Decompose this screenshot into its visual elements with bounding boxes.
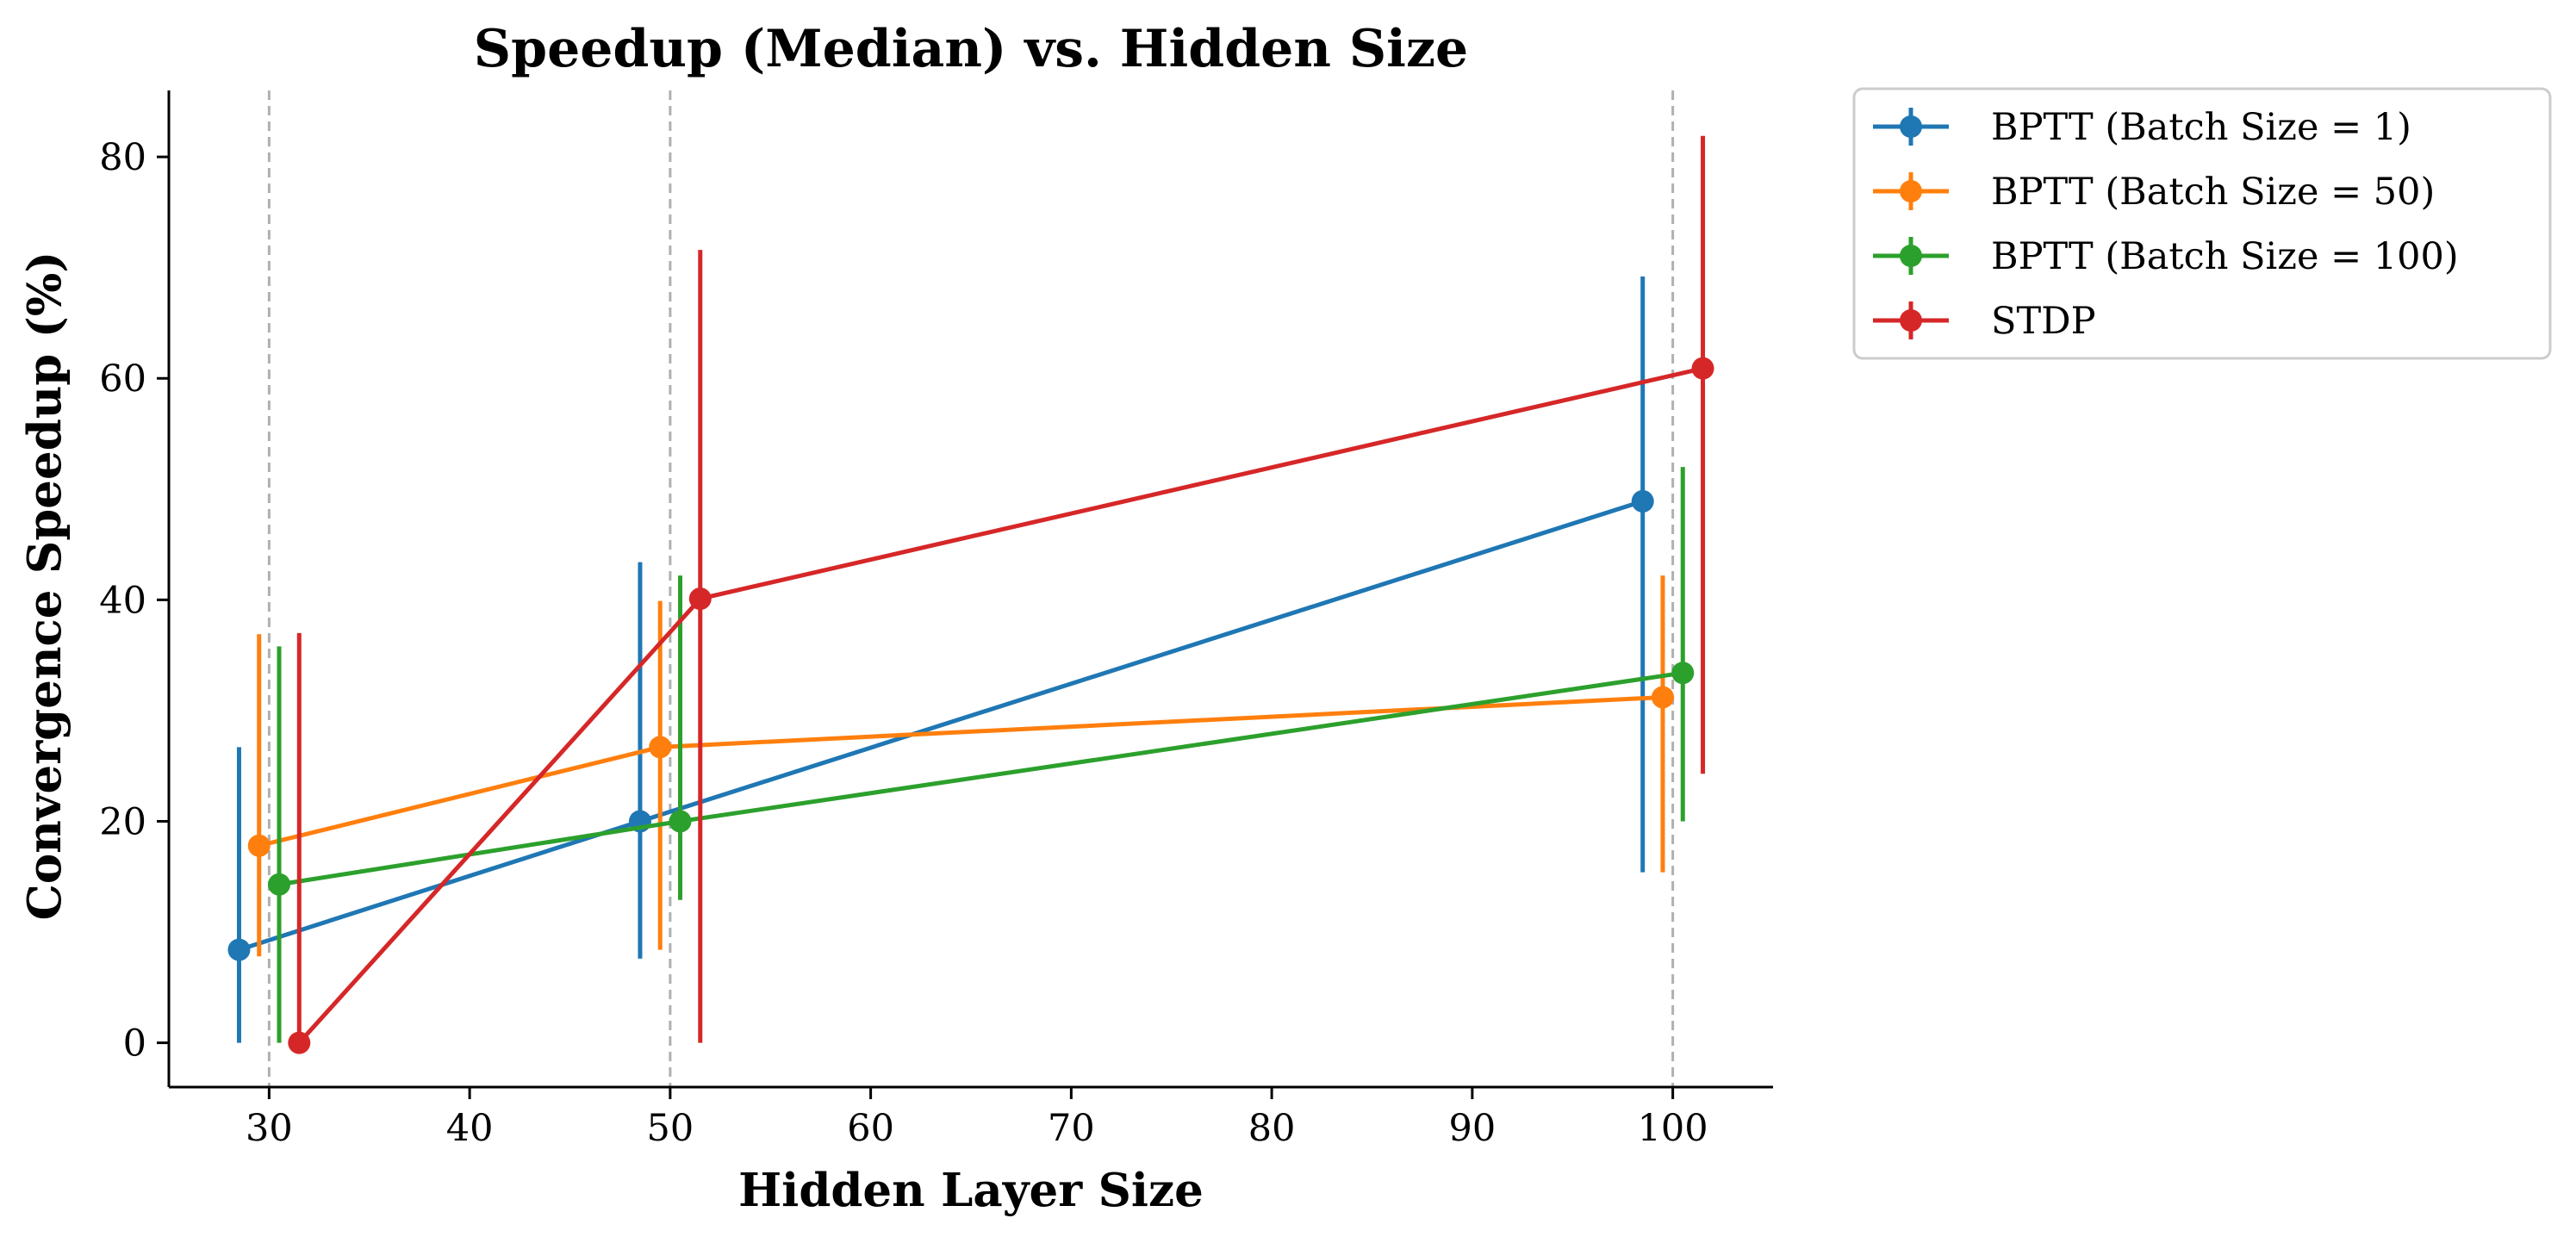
y-tick-label: 20 (99, 800, 146, 843)
legend-label: BPTT (Batch Size = 1) (1991, 106, 2411, 149)
y-tick-label: 40 (99, 579, 146, 622)
series-3 (268, 467, 1695, 1043)
series-4 (288, 135, 1714, 1054)
x-tick-label: 40 (446, 1107, 494, 1150)
y-tick-label: 60 (99, 357, 146, 401)
data-point (288, 1031, 311, 1054)
legend-marker (1900, 245, 1922, 267)
data-point (227, 938, 251, 961)
chart-title: Speedup (Median) vs. Hidden Size (474, 19, 1468, 79)
y-axis-label: Convergence Speedup (%) (18, 252, 72, 921)
legend-box (1852, 87, 2552, 360)
series-1 (227, 276, 1654, 1043)
legend: BPTT (Batch Size = 1) BPTT (Batch Size = … (1852, 87, 2552, 360)
y-tick-label: 0 (123, 1022, 146, 1066)
data-point (1651, 686, 1674, 709)
legend-item: STDP (1873, 300, 2096, 343)
legend-marker (1900, 309, 1922, 332)
data-point (268, 873, 291, 896)
x-tick-label: 30 (246, 1107, 293, 1150)
data-point (247, 834, 271, 857)
axes (167, 90, 1773, 1089)
reference-lines (267, 90, 1675, 1087)
data-point (649, 736, 672, 759)
x-tick-label: 60 (847, 1107, 894, 1150)
legend-label: BPTT (Batch Size = 100) (1991, 235, 2459, 278)
legend-label: BPTT (Batch Size = 50) (1991, 171, 2435, 214)
data-point (1631, 489, 1654, 513)
legend-marker (1900, 180, 1922, 202)
legend-item: BPTT (Batch Size = 50) (1873, 171, 2435, 214)
legend-label: STDP (1991, 300, 2096, 343)
data-point (1671, 662, 1695, 685)
data-point (669, 810, 692, 833)
ticks: 30 40 50 60 70 80 90 100 0 20 40 60 80 (99, 136, 1708, 1150)
x-tick-label: 70 (1048, 1107, 1095, 1150)
data-point (1691, 357, 1714, 380)
x-tick-label: 50 (647, 1107, 694, 1150)
series-2 (247, 575, 1674, 957)
x-axis-label: Hidden Layer Size (738, 1164, 1204, 1217)
legend-item: BPTT (Batch Size = 1) (1873, 106, 2411, 149)
legend-marker (1900, 115, 1922, 138)
x-tick-label: 90 (1449, 1107, 1496, 1150)
y-tick-label: 80 (99, 136, 146, 179)
x-tick-label: 100 (1638, 1107, 1708, 1150)
series-layer (227, 135, 1714, 1054)
legend-item: BPTT (Batch Size = 100) (1873, 235, 2459, 278)
data-point (688, 587, 712, 611)
x-tick-label: 80 (1248, 1107, 1296, 1150)
